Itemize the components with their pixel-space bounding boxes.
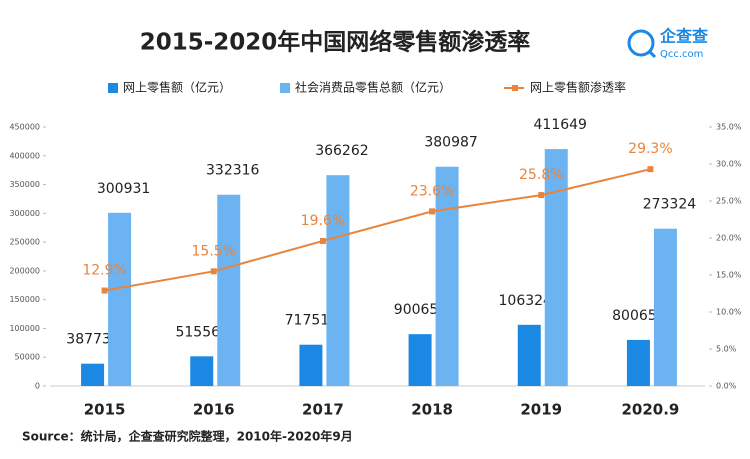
data-label: 332316 [206, 163, 260, 179]
bar [626, 339, 650, 386]
x-tick-label: 2018 [411, 401, 453, 419]
source-note: Source：统计局，企查查研究院整理，2010年-2020年9月 [22, 429, 353, 444]
bar [190, 356, 214, 386]
x-tick-label: 2020.9 [621, 401, 679, 419]
line-marker [210, 268, 217, 275]
brand-icon [627, 29, 655, 57]
data-label: 80065 [612, 308, 657, 324]
rate-label: 25.8% [519, 167, 563, 183]
y2-tick-label: 25.0% [716, 197, 742, 206]
y2-tick-label: 5.0% [716, 345, 737, 354]
legend-label: 社会消费品零售总额（亿元） [295, 80, 451, 95]
brand-icon [647, 49, 657, 59]
legend-label: 网上零售额渗透率 [530, 80, 626, 95]
line [104, 168, 651, 292]
y-tick-label: 300000 [9, 209, 40, 218]
data-label: 71751 [285, 313, 330, 329]
brand-name: 企查查 [659, 27, 708, 46]
data-label: 366262 [315, 143, 368, 159]
y2-tick-label: 0.0% [716, 382, 737, 391]
rate-label: 29.3% [628, 141, 672, 157]
line-marker [538, 192, 545, 199]
rate-label: 12.9% [82, 263, 126, 279]
data-label: 38773 [66, 332, 111, 348]
line-marker [429, 208, 436, 215]
bar [408, 334, 432, 386]
x-tick-label: 2019 [520, 401, 562, 419]
legend-marker [512, 85, 518, 91]
y2-tick-label: 15.0% [716, 271, 742, 280]
x-tick-label: 2016 [193, 401, 235, 419]
bar [81, 363, 105, 386]
line-marker [319, 237, 326, 244]
y-tick-label: 0 [35, 382, 40, 391]
data-label: 273324 [643, 197, 697, 213]
x-tick-label: 2015 [84, 401, 126, 419]
y2-tick-label: 10.0% [716, 308, 742, 317]
legend-swatch [280, 83, 290, 93]
y-tick-label: 150000 [9, 295, 40, 304]
y-tick-label: 200000 [9, 266, 40, 275]
y-tick-label: 50000 [15, 353, 40, 362]
y-tick-label: 350000 [9, 180, 40, 189]
chart-title: 2015-2020年中国网络零售额渗透率 [140, 29, 531, 56]
bar [435, 166, 459, 386]
bar [299, 344, 323, 386]
bar [544, 149, 568, 386]
y-tick-label: 400000 [9, 151, 40, 160]
rate-label: 19.6% [301, 213, 345, 229]
bar [517, 324, 541, 386]
y-tick-label: 450000 [9, 123, 40, 132]
data-label: 51556 [175, 324, 220, 340]
rate-label: 23.6% [410, 183, 454, 199]
bar [217, 194, 241, 386]
line-marker [647, 166, 654, 173]
bar [326, 175, 350, 386]
brand-url: Qcc.com [660, 49, 703, 60]
y-tick-label: 100000 [9, 324, 40, 333]
data-label: 106324 [499, 293, 553, 309]
data-label: 300931 [97, 181, 150, 197]
y2-tick-label: 35.0% [716, 123, 742, 132]
bar [108, 212, 132, 386]
data-label: 411649 [534, 117, 587, 133]
legend-label: 网上零售额（亿元） [123, 80, 231, 95]
data-label: 90065 [394, 302, 439, 318]
bar [653, 228, 677, 386]
y2-tick-label: 20.0% [716, 234, 742, 243]
line-marker [101, 287, 108, 294]
y2-tick-label: 30.0% [716, 160, 742, 169]
data-label: 380987 [424, 135, 477, 151]
rate-label: 15.5% [192, 243, 236, 259]
y-tick-label: 250000 [9, 238, 40, 247]
x-tick-label: 2017 [302, 401, 344, 419]
legend-swatch [108, 83, 118, 93]
